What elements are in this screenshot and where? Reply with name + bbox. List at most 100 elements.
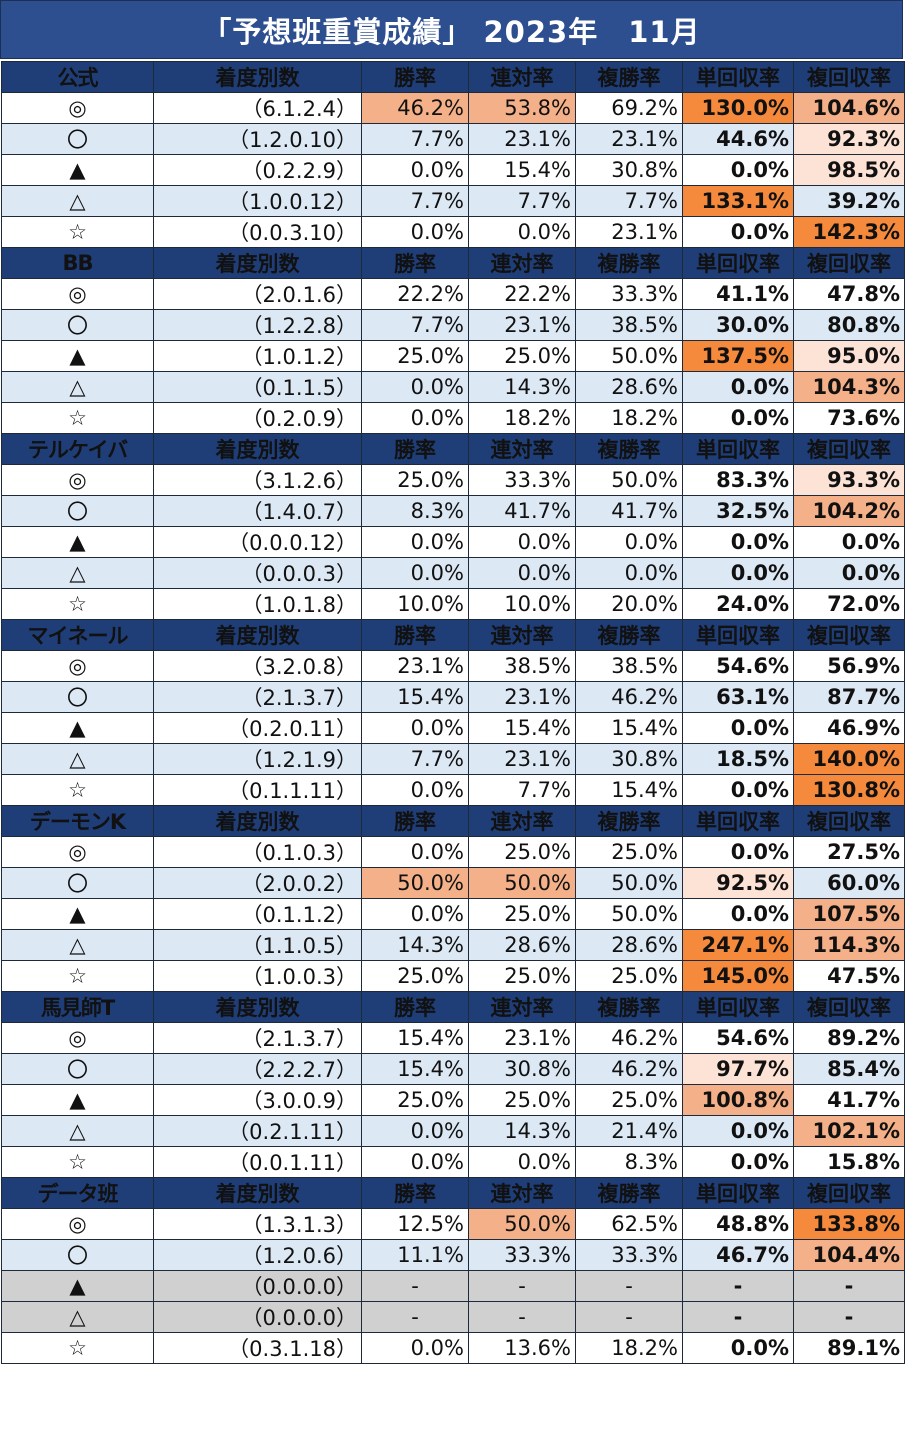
stat-ren: 25.0% <box>468 340 576 372</box>
stat-fuku-ret: 89.1% <box>793 1332 905 1364</box>
stat-fuku-ret: 140.0% <box>793 743 905 775</box>
stat-tan-ret: 83.3% <box>682 464 794 496</box>
stat-win: 8.3% <box>361 495 469 527</box>
stat-tan-ret: 145.0% <box>682 960 794 992</box>
prediction-mark: △ <box>1 743 154 775</box>
column-header: 複勝率 <box>575 247 683 279</box>
section-header-row: デーモンK 着度別数 勝率 連対率 複勝率 単回収率 複回収率 <box>1 805 905 837</box>
column-header: 複勝率 <box>575 433 683 465</box>
table-row: ☆ （1.0.0.3） 25.0% 25.0% 25.0% 145.0% 47.5% <box>1 960 905 992</box>
column-header: 単回収率 <box>682 619 794 651</box>
stat-tan-ret: 0.0% <box>682 836 794 868</box>
column-header: 勝率 <box>361 805 469 837</box>
stat-ren: 23.1% <box>468 123 576 155</box>
column-header: 連対率 <box>468 991 576 1023</box>
finish-counts: （0.0.0.3） <box>153 557 362 589</box>
stat-fuku-ret: 39.2% <box>793 185 905 217</box>
prediction-mark: △ <box>1 185 154 217</box>
finish-counts: （1.0.0.3） <box>153 960 362 992</box>
table-row: ◎ （3.1.2.6） 25.0% 33.3% 50.0% 83.3% 93.3% <box>1 464 905 496</box>
finish-counts: （0.0.0.0） <box>153 1270 362 1302</box>
stat-fuku-ret: 104.6% <box>793 92 905 124</box>
table-row: ☆ （0.2.0.9） 0.0% 18.2% 18.2% 0.0% 73.6% <box>1 402 905 434</box>
column-header: 勝率 <box>361 991 469 1023</box>
column-header: 複回収率 <box>793 433 905 465</box>
table-row: △ （0.0.0.3） 0.0% 0.0% 0.0% 0.0% 0.0% <box>1 557 905 589</box>
stat-tan-ret: 0.0% <box>682 774 794 806</box>
stat-win: 46.2% <box>361 92 469 124</box>
column-header: 勝率 <box>361 433 469 465</box>
finish-counts: （2.0.1.6） <box>153 278 362 310</box>
stat-fuku-ret: 95.0% <box>793 340 905 372</box>
stat-fuku-ret: 60.0% <box>793 867 905 899</box>
table-row: 〇（1.2.0.10） 7.7% 23.1% 23.1% 44.6% 92.3% <box>1 123 905 155</box>
stat-ren: 53.8% <box>468 92 576 124</box>
stat-fuku: 25.0% <box>575 1084 683 1116</box>
finish-counts: （0.1.1.2） <box>153 898 362 930</box>
table-row: 〇（2.1.3.7） 15.4% 23.1% 46.2% 63.1% 87.7% <box>1 681 905 713</box>
column-header: 勝率 <box>361 61 469 93</box>
stat-win: 0.0% <box>361 216 469 248</box>
stat-fuku-ret: 104.3% <box>793 371 905 403</box>
stat-fuku: 18.2% <box>575 402 683 434</box>
stat-fuku: 28.6% <box>575 371 683 403</box>
column-header: 着度別数 <box>153 1177 362 1209</box>
stat-fuku-ret: 47.5% <box>793 960 905 992</box>
table-row: ☆ （1.0.1.8） 10.0% 10.0% 20.0% 24.0% 72.0% <box>1 588 905 620</box>
stat-ren: 14.3% <box>468 1115 576 1147</box>
stat-fuku: 0.0% <box>575 557 683 589</box>
stat-tan-ret: 0.0% <box>682 898 794 930</box>
finish-counts: （1.2.1.9） <box>153 743 362 775</box>
prediction-mark: ☆ <box>1 960 154 992</box>
finish-counts: （0.0.1.11） <box>153 1146 362 1178</box>
stat-fuku: 30.8% <box>575 743 683 775</box>
stat-tan-ret: 0.0% <box>682 154 794 186</box>
finish-counts: （1.1.0.5） <box>153 929 362 961</box>
stat-fuku: 46.2% <box>575 681 683 713</box>
column-header: 着度別数 <box>153 991 362 1023</box>
stat-fuku: 50.0% <box>575 464 683 496</box>
prediction-mark: ☆ <box>1 588 154 620</box>
finish-counts: （0.0.0.12） <box>153 526 362 558</box>
prediction-mark: △ <box>1 929 154 961</box>
table-row: 〇（1.4.0.7） 8.3% 41.7% 41.7% 32.5% 104.2% <box>1 495 905 527</box>
stat-fuku: 69.2% <box>575 92 683 124</box>
stat-fuku-ret: 104.2% <box>793 495 905 527</box>
stat-fuku-ret: 0.0% <box>793 557 905 589</box>
table-row: ☆ （0.0.1.11） 0.0% 0.0% 8.3% 0.0% 15.8% <box>1 1146 905 1178</box>
stat-fuku: 41.7% <box>575 495 683 527</box>
column-header: 連対率 <box>468 1177 576 1209</box>
stat-tan-ret: 137.5% <box>682 340 794 372</box>
finish-counts: （0.2.2.9） <box>153 154 362 186</box>
stat-win: 22.2% <box>361 278 469 310</box>
stat-win: 7.7% <box>361 123 469 155</box>
finish-counts: （1.2.0.6） <box>153 1239 362 1271</box>
stat-tan-ret: 0.0% <box>682 216 794 248</box>
stat-tan-ret: 0.0% <box>682 526 794 558</box>
stat-ren: 7.7% <box>468 185 576 217</box>
stat-tan-ret: 0.0% <box>682 557 794 589</box>
column-header: 複回収率 <box>793 1177 905 1209</box>
finish-counts: （6.1.2.4） <box>153 92 362 124</box>
column-header: 単回収率 <box>682 805 794 837</box>
stat-ren: 25.0% <box>468 960 576 992</box>
prediction-mark: ▲ <box>1 526 154 558</box>
stat-fuku-ret: 130.8% <box>793 774 905 806</box>
stat-tan-ret: 32.5% <box>682 495 794 527</box>
stat-tan-ret: 97.7% <box>682 1053 794 1085</box>
column-header: 複勝率 <box>575 61 683 93</box>
prediction-mark: △ <box>1 1115 154 1147</box>
stat-win: 12.5% <box>361 1208 469 1240</box>
stat-ren: 23.1% <box>468 681 576 713</box>
stat-win: 7.7% <box>361 309 469 341</box>
stat-fuku: 23.1% <box>575 216 683 248</box>
column-header: 単回収率 <box>682 247 794 279</box>
prediction-mark: ▲ <box>1 154 154 186</box>
column-header: 複回収率 <box>793 619 905 651</box>
table-row: ◎ （0.1.0.3） 0.0% 25.0% 25.0% 0.0% 27.5% <box>1 836 905 868</box>
stat-ren: 25.0% <box>468 1084 576 1116</box>
section-name: 馬見師T <box>1 991 154 1023</box>
finish-counts: （3.2.0.8） <box>153 650 362 682</box>
stat-ren: 15.4% <box>468 712 576 744</box>
